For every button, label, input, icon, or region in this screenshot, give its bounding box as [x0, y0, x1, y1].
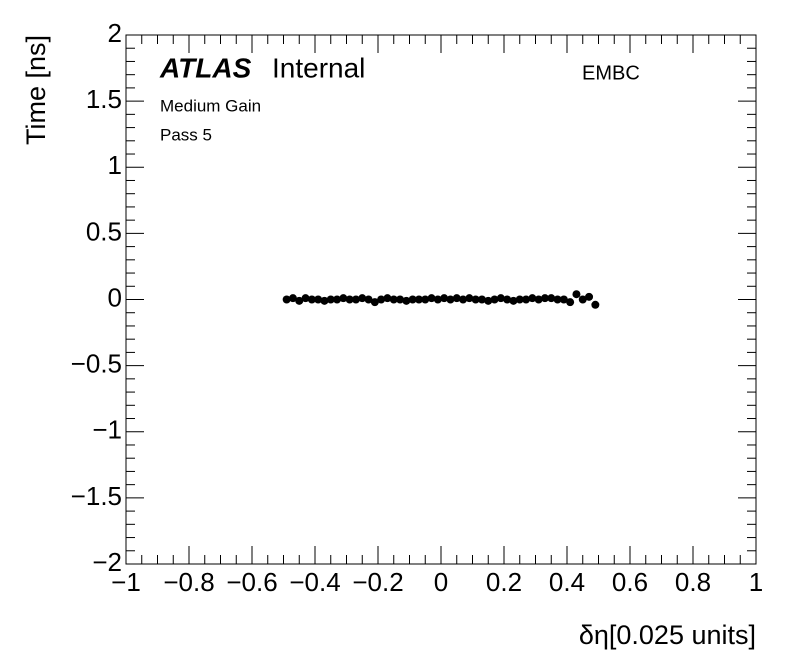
- y-tick-label: 1.5: [86, 84, 122, 114]
- data-point: [421, 295, 430, 304]
- data-point: [364, 295, 373, 304]
- data-point: [301, 294, 310, 303]
- data-point: [307, 295, 316, 304]
- y-tick-label: −0.5: [71, 349, 122, 379]
- y-tick-label: 1: [108, 150, 122, 180]
- data-point: [326, 295, 335, 304]
- data-point: [471, 295, 480, 304]
- x-tick-label: −0.8: [163, 567, 214, 597]
- x-tick-label: 0.8: [675, 567, 711, 597]
- data-point: [383, 294, 392, 303]
- data-point: [282, 295, 291, 304]
- data-point: [578, 295, 587, 304]
- data-point: [515, 295, 524, 304]
- region-label: EMBC: [582, 62, 640, 84]
- y-tick-label: −2: [92, 547, 122, 577]
- pass-label: Pass 5: [160, 125, 212, 144]
- y-tick-label: 2: [108, 18, 122, 48]
- data-point: [534, 295, 543, 304]
- data-point: [528, 294, 537, 303]
- data-point: [320, 296, 329, 305]
- data-point: [414, 295, 423, 304]
- gain-label: Medium Gain: [160, 96, 261, 115]
- data-point: [370, 298, 379, 307]
- data-point: [477, 295, 486, 304]
- data-point: [345, 295, 354, 304]
- data-point: [351, 295, 360, 304]
- x-tick-label: −0.2: [352, 567, 403, 597]
- x-tick-label: 0.4: [549, 567, 585, 597]
- data-point: [333, 295, 342, 304]
- status-label: Internal: [272, 52, 365, 83]
- data-point: [339, 294, 348, 303]
- x-axis-title: δη[0.025 units]: [579, 620, 756, 650]
- data-point: [358, 294, 367, 303]
- data-point: [402, 296, 411, 305]
- data-point: [377, 295, 386, 304]
- x-tick-label: 0.2: [486, 567, 522, 597]
- data-point: [496, 294, 505, 303]
- data-point: [566, 298, 575, 307]
- data-point: [585, 292, 594, 301]
- data-point: [547, 294, 556, 303]
- data-point: [484, 296, 493, 305]
- data-point: [465, 294, 474, 303]
- y-tick-label: 0: [108, 282, 122, 312]
- x-tick-label: 0: [434, 567, 448, 597]
- data-point: [396, 295, 405, 304]
- data-point: [540, 294, 549, 303]
- data-point: [389, 295, 398, 304]
- x-tick-label: −0.4: [289, 567, 340, 597]
- x-tick-label: −0.6: [226, 567, 277, 597]
- data-point: [509, 296, 518, 305]
- data-point: [433, 295, 442, 304]
- data-point: [446, 295, 455, 304]
- data-point: [559, 295, 568, 304]
- x-tick-label: 0.6: [612, 567, 648, 597]
- data-point: [440, 294, 449, 303]
- data-point: [314, 295, 323, 304]
- data-point: [459, 295, 468, 304]
- data-point: [452, 294, 461, 303]
- x-tick-label: 1: [749, 567, 763, 597]
- data-point: [288, 294, 297, 303]
- y-tick-label: −1: [92, 415, 122, 445]
- y-tick-label: −1.5: [71, 481, 122, 511]
- atlas-label: ATLAS: [159, 52, 252, 83]
- data-point: [553, 295, 562, 304]
- data-point: [522, 295, 531, 304]
- x-tick-label: −1: [111, 567, 141, 597]
- y-tick-label: 0.5: [86, 216, 122, 246]
- y-axis-title: Time [ns]: [21, 35, 51, 145]
- data-point: [490, 295, 499, 304]
- data-point: [503, 295, 512, 304]
- data-point: [591, 300, 600, 309]
- data-point: [295, 296, 304, 305]
- data-point: [572, 290, 581, 299]
- data-point: [408, 295, 417, 304]
- data-point: [427, 294, 436, 303]
